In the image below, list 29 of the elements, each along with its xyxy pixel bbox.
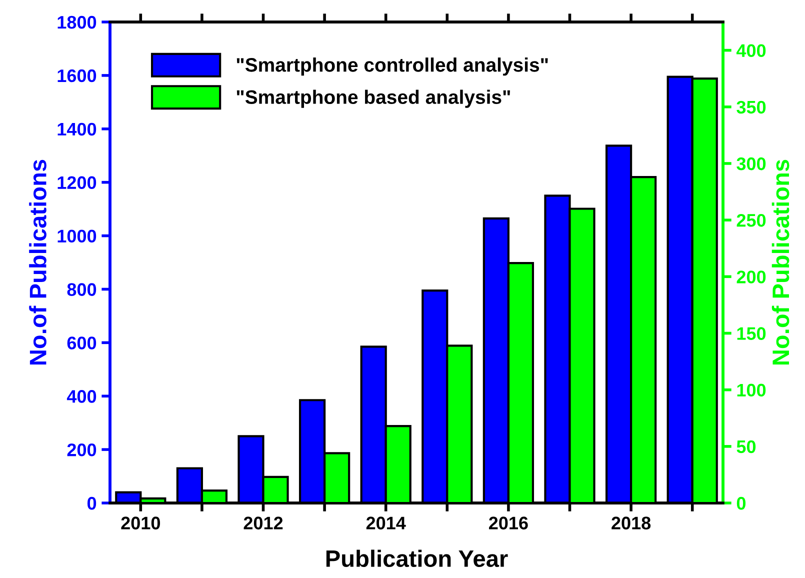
x-tick-label: 2014 <box>366 516 406 530</box>
y2-tick-label: 400 <box>736 44 766 58</box>
y2-tick-label: 300 <box>736 157 766 170</box>
y2-tick-label: 350 <box>736 100 766 114</box>
y2-tick-label: 250 <box>736 214 766 227</box>
y2-tick-label: 50 <box>736 440 756 454</box>
y-tick-label: 1800 <box>58 16 96 29</box>
y-tick-label: 200 <box>67 443 96 456</box>
y-tick-label: 1200 <box>58 176 96 190</box>
x-tick-label: 2016 <box>488 516 528 530</box>
y-axis-title: No.of Publications <box>29 160 46 365</box>
y-tick-label: 0 <box>87 496 96 510</box>
y2-axis-title: No.of Publications <box>772 160 790 365</box>
y2-tick-label: 0 <box>736 496 746 510</box>
x-tick-label: 2012 <box>244 516 283 530</box>
y-tick-label: 600 <box>67 336 96 350</box>
y2-tick-label: 100 <box>737 384 766 397</box>
x-axis-title: Publication Year <box>326 550 508 568</box>
y-tick-label: 1400 <box>58 122 96 136</box>
y2-tick-label: 200 <box>736 270 766 284</box>
x-tick-label: 2018 <box>612 516 651 530</box>
y-tick-label: 400 <box>66 390 96 403</box>
y-tick-label: 1600 <box>58 69 96 82</box>
legend-label: "Smartphone controlled analysis" <box>236 58 548 76</box>
y-tick-label: 1000 <box>58 230 96 242</box>
y2-tick-label: 150 <box>737 327 766 340</box>
x-tick-label: 2010 <box>121 516 160 530</box>
legend-label: "Smartphone based analysis" <box>236 90 510 108</box>
y-tick-label: 800 <box>67 283 96 296</box>
